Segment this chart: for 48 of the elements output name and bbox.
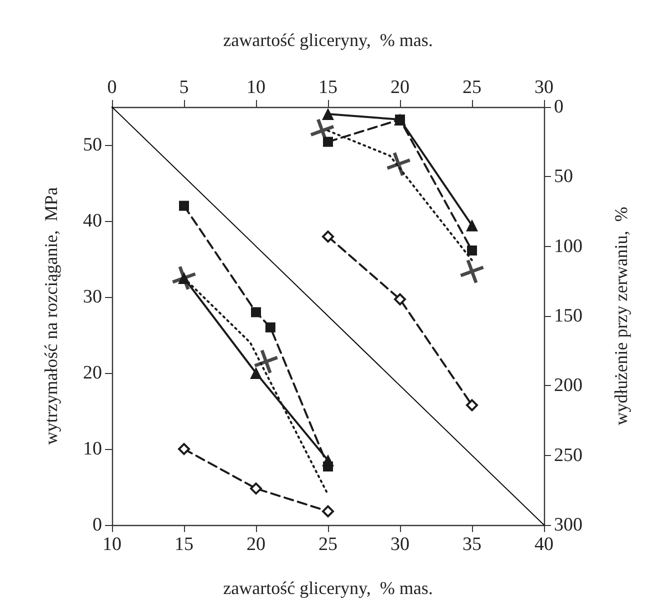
y2-tick-label: 100 [554,236,582,257]
x-tick-label: 40 [534,534,554,555]
point [322,108,334,120]
point [394,293,406,306]
x2-tick-label: 30 [534,77,554,98]
x2-tick-label: 20 [390,77,410,98]
point [179,200,189,211]
y-tick-label: 40 [83,210,102,232]
point [250,482,262,495]
y2-axis-title: wydłużenie przy zerwaniu, % [611,206,631,426]
x-tick-label: 30 [390,534,410,555]
y2-tick-label: 150 [554,306,582,326]
x-tick-label: 15 [174,534,194,555]
x2-axis-title: zawartość gliceryny, % mas. [223,30,433,50]
y-tick-label: 30 [83,286,102,308]
point [251,307,261,318]
y2-tick-label: 50 [554,166,573,188]
y-tick-label: 20 [83,362,102,384]
point [254,350,278,374]
y2-tick-label: 250 [554,444,582,466]
point [322,230,334,243]
y-axis-title: wytrzymałość na rozciąganie, MPa [41,187,61,445]
point [386,152,410,176]
point [466,399,478,412]
x-tick-label: 25 [318,534,338,555]
y2-tick-label: 0 [554,96,564,118]
x-tick-label: 35 [462,534,482,555]
point [322,505,334,518]
point [178,443,190,455]
point [250,367,262,379]
x2-tick-label: 15 [318,77,338,98]
x-tick-label: 20 [246,534,266,555]
point [265,322,276,332]
x-axis-title: zawartość gliceryny, % mas. [223,578,433,598]
x2-tick-label: 10 [246,77,266,98]
point [322,454,334,466]
x2-tick-label: 5 [179,77,189,98]
x-tick-label: 10 [102,534,122,555]
y-tick-label: 10 [83,438,102,460]
y2-tick-label: 200 [554,375,582,396]
point [467,246,477,256]
x2-tick-label: 0 [107,77,117,98]
y-tick-label: 50 [83,134,102,156]
y2-tick-label: 300 [554,514,582,536]
y-tick-label: 0 [92,514,102,536]
x2-tick-label: 25 [462,77,482,98]
point [460,260,484,284]
point [466,219,478,232]
